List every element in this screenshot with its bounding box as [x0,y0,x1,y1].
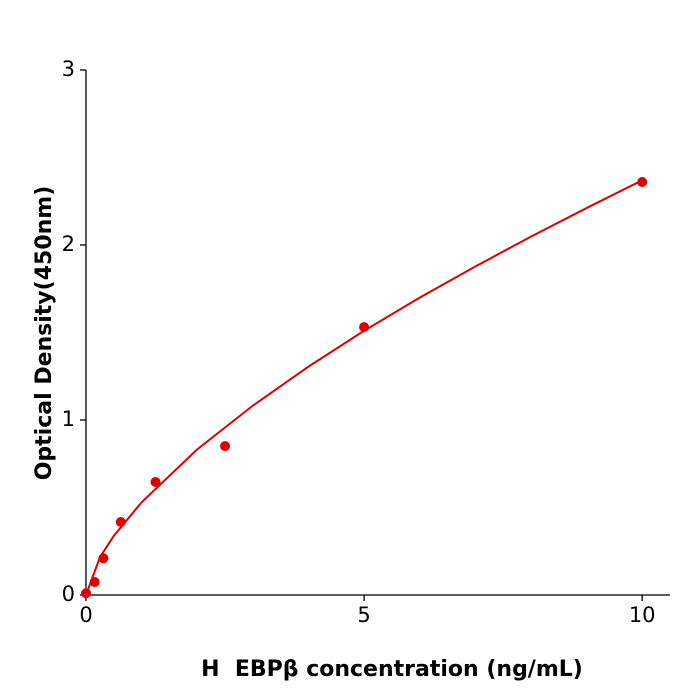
y-tick-label: 3 [62,57,75,81]
data-point [89,577,100,588]
y-tick-label: 1 [62,407,75,431]
y-tick-label: 2 [62,232,75,256]
data-point [220,441,231,452]
y-axis-label: Optical Density(450nm) [32,186,57,481]
x-tick-label: 5 [357,603,370,627]
data-point [81,588,91,599]
data-point [150,476,161,487]
y-tick-label: 0 [62,582,75,606]
x-axis-label: H EBPβ concentration (ng/mL) [201,657,583,682]
data-point [115,517,126,528]
x-tick-label: 10 [629,603,656,627]
fit-curve [85,179,643,596]
data-point [359,322,370,333]
data-point [637,177,648,187]
x-tick-label: 0 [79,603,92,627]
data-point [98,553,109,564]
